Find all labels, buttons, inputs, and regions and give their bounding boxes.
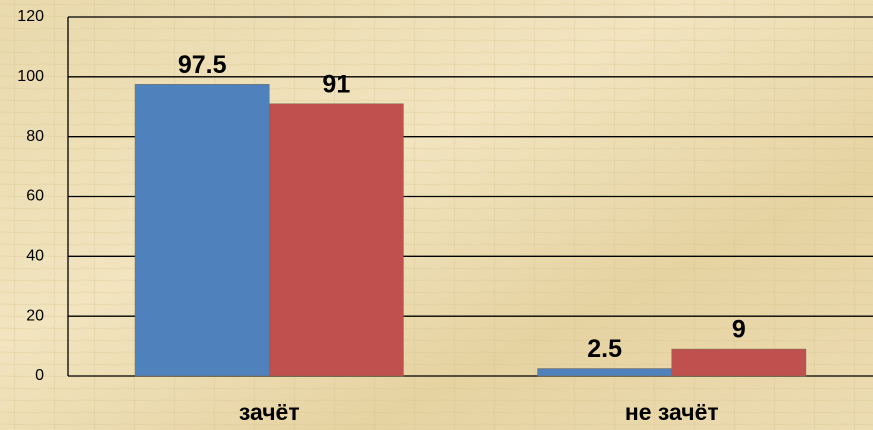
bar — [269, 103, 404, 377]
x-tick-label: не зачёт — [625, 399, 719, 425]
bar — [537, 368, 672, 377]
y-tick-label: 80 — [26, 128, 44, 145]
x-tick-label: зачёт — [239, 399, 300, 425]
bar — [671, 348, 807, 377]
bar — [134, 84, 270, 377]
data-label: 91 — [322, 70, 350, 98]
data-label: 97.5 — [178, 51, 227, 79]
y-tick-label: 0 — [35, 367, 44, 384]
data-label: 9 — [732, 316, 746, 344]
y-tick-label: 20 — [26, 307, 44, 324]
y-tick-label: 120 — [17, 8, 44, 25]
y-tick-label: 100 — [17, 68, 44, 85]
y-tick-label: 60 — [26, 188, 44, 205]
data-label: 2.5 — [587, 335, 622, 363]
y-tick-label: 40 — [26, 248, 44, 265]
